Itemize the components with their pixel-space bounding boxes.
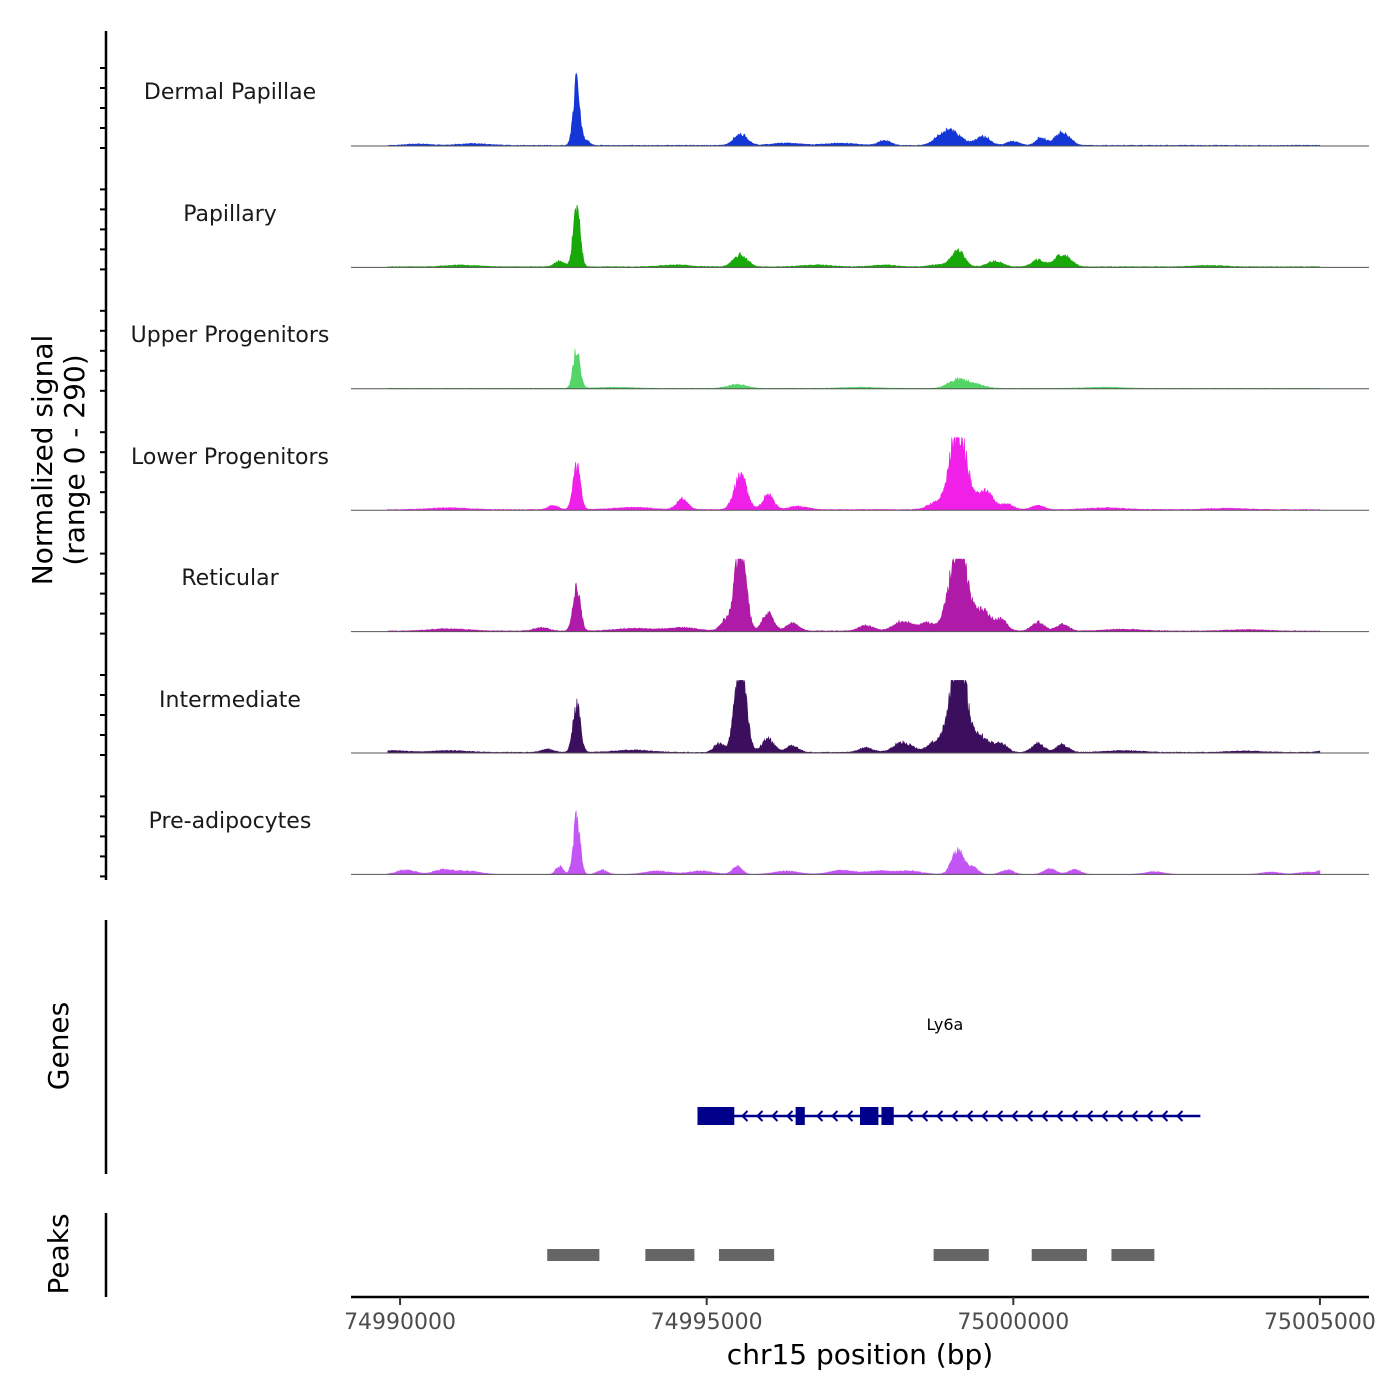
strand-arrow: [951, 1110, 959, 1122]
strand-arrow: [1131, 1110, 1139, 1122]
strand-arrow: [1086, 1110, 1094, 1122]
track-label: Lower Progenitors: [131, 445, 329, 470]
gene-track: Ly6a: [697, 1015, 1201, 1125]
strand-arrow: [1041, 1110, 1049, 1122]
strand-arrow: [996, 1110, 1004, 1122]
track-label: Reticular: [181, 566, 279, 591]
peak-region: [933, 1249, 989, 1261]
gene-exon: [881, 1107, 894, 1125]
strand-arrow: [1101, 1110, 1109, 1122]
strand-arrow: [1116, 1110, 1124, 1122]
gene-exon: [697, 1107, 735, 1125]
y-axis-title-line2: (range 0 - 290): [58, 354, 91, 565]
gene-label: Ly6a: [926, 1015, 963, 1034]
peak-region: [718, 1249, 775, 1261]
coverage-area-papillary: [387, 204, 1321, 268]
x-tick-label: 75005000: [1264, 1310, 1376, 1335]
coverage-area-upper-progenitors: [387, 348, 1321, 390]
track-label: Upper Progenitors: [131, 323, 330, 348]
strand-arrow: [1161, 1110, 1169, 1122]
x-tick-label: 74990000: [344, 1310, 456, 1335]
strand-arrow: [846, 1110, 854, 1122]
y-axis-title: Normalized signal (range 0 - 290): [26, 335, 91, 586]
strand-arrow: [786, 1110, 794, 1122]
coverage-area-intermediate: [387, 679, 1321, 754]
strand-arrow: [1011, 1110, 1019, 1122]
strand-arrow: [741, 1110, 749, 1122]
strand-arrow: [1176, 1110, 1184, 1122]
strand-arrow: [756, 1110, 764, 1122]
strand-arrow: [771, 1110, 779, 1122]
gene-exon: [860, 1107, 879, 1125]
peak-region: [645, 1249, 695, 1261]
coverage-tracks: [351, 72, 1369, 875]
strand-arrow: [1056, 1110, 1064, 1122]
x-axis-title: chr15 position (bp): [727, 1338, 993, 1371]
strand-arrow: [816, 1110, 824, 1122]
x-tick-label: 75000000: [957, 1310, 1069, 1335]
peak-region: [1111, 1249, 1155, 1261]
x-tick-label: 74995000: [651, 1310, 763, 1335]
x-axis-ticks: 74990000 74995000 75000000 75005000: [344, 1297, 1376, 1335]
track-label: Dermal Papillae: [144, 80, 316, 105]
coverage-area-dermal-papillae: [387, 72, 1321, 147]
strand-arrow: [906, 1110, 914, 1122]
strand-arrow: [936, 1110, 944, 1122]
gene-exon: [795, 1107, 805, 1125]
coverage-track-labels: Dermal Papillae Papillary Upper Progenit…: [131, 80, 330, 834]
strand-arrow: [966, 1110, 974, 1122]
track-label: Papillary: [183, 202, 277, 227]
coverage-area-lower-progenitors: [387, 436, 1321, 511]
strand-arrow: [921, 1110, 929, 1122]
genes-track-title: Genes: [42, 1002, 75, 1090]
strand-arrow: [1026, 1110, 1034, 1122]
peaks-track-title: Peaks: [42, 1213, 75, 1294]
strand-arrow: [981, 1110, 989, 1122]
track-label: Pre-adipocytes: [149, 809, 312, 834]
coverage-area-pre-adipocytes: [387, 810, 1321, 875]
y-axis-title-line1: Normalized signal: [26, 335, 59, 586]
strand-arrow: [1146, 1110, 1154, 1122]
coverage-area-reticular: [387, 557, 1321, 632]
peak-region: [547, 1249, 600, 1261]
peak-region: [1031, 1249, 1087, 1261]
strand-arrow: [831, 1110, 839, 1122]
track-label: Intermediate: [159, 688, 301, 713]
coverage-y-ticks: [100, 67, 106, 878]
strand-arrow: [1071, 1110, 1079, 1122]
peak-track: [547, 1249, 1155, 1261]
